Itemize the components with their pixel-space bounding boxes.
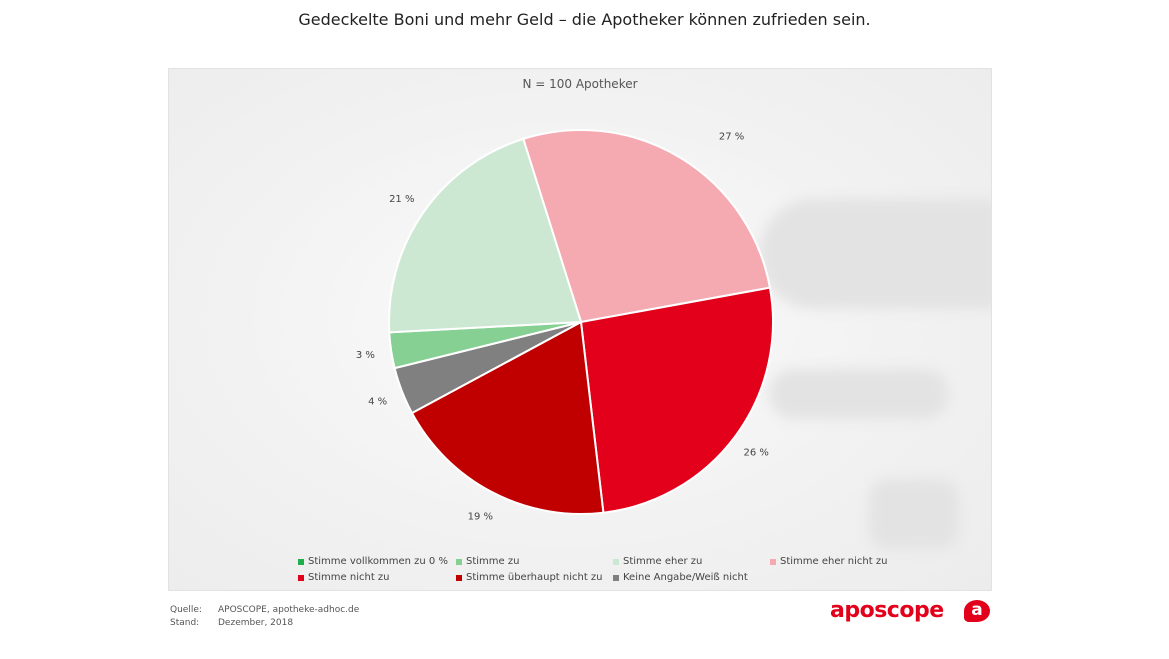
legend-swatch <box>456 558 462 565</box>
pie-data-label: 19 % <box>468 511 493 522</box>
apotheke-adhoc-logo-icon: a <box>964 600 990 622</box>
pie-slice-stimme-nicht-zu <box>579 286 774 514</box>
legend-label: Stimme eher zu <box>623 556 703 567</box>
pie-slice-stimme-überhaupt-nicht-zu <box>410 320 605 515</box>
chart-panel: N = 100 Apotheker 27 % 26 % 19 % 4 % 3 % 21 %… <box>168 68 992 591</box>
legend-item: Stimme zu <box>456 556 519 567</box>
legend-item: Stimme nicht zu <box>298 572 390 583</box>
aposcope-logo: aposcope <box>830 598 944 623</box>
pie-chart: 27 % 26 % 19 % 4 % 3 % 21 % <box>356 129 774 522</box>
legend-label: Stimme zu <box>466 556 520 567</box>
legend-item: Keine Angabe/Weiß nicht <box>613 572 748 583</box>
legend-label: Stimme eher nicht zu <box>780 556 888 567</box>
pie-data-label: 3 % <box>356 350 375 361</box>
pie-data-label: 27 % <box>719 131 744 142</box>
legend-label: Stimme überhaupt nicht zu <box>466 572 603 583</box>
pie-slice-stimme-eher-nicht-zu <box>522 129 772 324</box>
source-label: Quelle: <box>170 605 202 615</box>
legend-item: Stimme überhaupt nicht zu <box>456 572 603 583</box>
pie-data-label: 26 % <box>744 448 769 459</box>
date-value: Dezember, 2018 <box>218 618 294 628</box>
date-label: Stand: <box>170 618 200 628</box>
legend-swatch <box>298 574 304 581</box>
background-watermark <box>759 199 991 309</box>
source-footer: Quelle: APOSCOPE, apotheke-adhoc.de Stand… <box>170 604 359 630</box>
legend-item: Stimme eher zu <box>613 556 702 567</box>
legend-label: Stimme nicht zu <box>308 572 390 583</box>
legend-swatch <box>613 574 619 581</box>
legend-label: Keine Angabe/Weiß nicht <box>623 572 748 583</box>
background-watermark-2 <box>769 369 949 419</box>
legend-swatch <box>613 558 619 565</box>
legend-label: Stimme vollkommen zu 0 % <box>308 556 448 567</box>
source-value: APOSCOPE, apotheke-adhoc.de <box>218 605 360 615</box>
background-watermark-3 <box>869 479 959 549</box>
pie-data-label: 4 % <box>368 396 387 407</box>
chart-title: Gedeckelte Boni und mehr Geld – die Apot… <box>298 10 871 29</box>
pie-slice-stimme-eher-zu <box>388 137 583 334</box>
legend-swatch <box>298 558 304 565</box>
chart-subtitle: N = 100 Apotheker <box>522 77 638 91</box>
pie-data-label: 21 % <box>389 194 414 205</box>
legend-item: Stimme vollkommen zu 0 % <box>298 556 448 567</box>
legend-swatch <box>456 574 462 581</box>
legend-swatch <box>770 558 776 565</box>
legend-item: Stimme eher nicht zu <box>770 556 887 567</box>
